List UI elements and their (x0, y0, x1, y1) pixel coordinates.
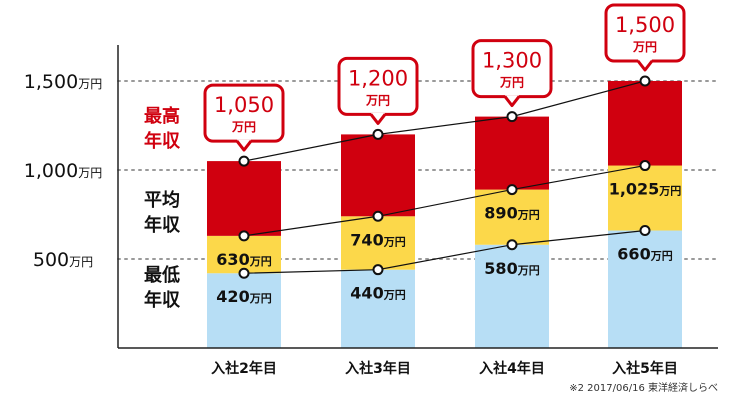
point-max (238, 155, 250, 167)
point-min (639, 225, 651, 237)
point-max (372, 128, 384, 140)
category-label: 入社3年目 (345, 360, 411, 377)
series-label-max: 最高 (144, 105, 180, 127)
data-label-max-unit: 万円 (365, 93, 390, 107)
bar-segment-avg (475, 189, 549, 245)
bar-segment-max (341, 134, 415, 217)
max-callout-tail-fill (638, 59, 652, 70)
data-label-avg: 630万円 (216, 250, 271, 269)
bar-segment-min (608, 230, 682, 348)
max-callout-tail (636, 60, 654, 72)
category-label: 入社4年目 (479, 360, 545, 377)
point-max (506, 111, 518, 123)
series-label-min: 最低 (144, 264, 180, 286)
point-avg (372, 210, 384, 222)
bar-segment-min (207, 273, 281, 348)
data-label-max: 1,200 (348, 66, 408, 90)
category-label: 入社2年目 (211, 360, 277, 377)
point-min (506, 239, 518, 251)
data-label-max: 1,050 (214, 93, 274, 117)
point-avg (639, 160, 651, 172)
max-callout-tail (369, 113, 387, 125)
data-label-max-unit: 万円 (499, 76, 524, 90)
point-avg (506, 184, 518, 196)
bar-segment-max (475, 116, 549, 190)
series-label-min: 年収 (144, 289, 181, 311)
series-line-avg (243, 164, 646, 237)
category-label: 入社5年目 (612, 360, 678, 377)
y-tick-label: 1,000万円 (24, 160, 102, 182)
data-label-min: 660万円 (617, 245, 672, 264)
data-label-max-unit: 万円 (632, 40, 657, 54)
data-label-avg: 740万円 (350, 230, 405, 249)
point-max (639, 75, 651, 87)
data-label-min: 440万円 (350, 284, 405, 303)
series-label-max: 年収 (144, 130, 181, 152)
bar-segment-avg (341, 216, 415, 270)
y-tick-label: 500万円 (33, 249, 93, 271)
data-label-max: 1,500 (615, 13, 675, 37)
data-label-avg: 890万円 (484, 204, 539, 223)
max-callout-tail-fill (371, 112, 385, 124)
max-callout-tail-fill (237, 139, 251, 151)
bar-segment-avg (608, 165, 682, 231)
bar-segment-max (608, 81, 682, 166)
y-tick-label: 1,500万円 (24, 71, 102, 93)
max-callout-tail-fill (505, 95, 519, 106)
point-min (372, 264, 384, 276)
bar-segment-min (341, 269, 415, 348)
data-label-max: 1,300 (482, 49, 542, 73)
max-callout-tail (235, 140, 253, 152)
point-min (238, 267, 250, 279)
series-line-max (243, 80, 646, 162)
series-label-avg: 年収 (144, 214, 181, 236)
data-label-avg: 1,025万円 (609, 180, 682, 199)
bar-segment-avg (207, 235, 281, 274)
source-footnote: ※2 2017/06/16 東洋経済しらべ (569, 381, 718, 394)
data-label-min: 580万円 (484, 259, 539, 278)
bar-segment-min (475, 244, 549, 348)
max-callout-tail (503, 95, 521, 108)
data-label-min: 420万円 (216, 287, 271, 306)
bar-segment-max (207, 161, 281, 236)
point-avg (238, 230, 250, 242)
data-label-max-unit: 万円 (231, 120, 256, 134)
series-label-avg: 平均 (144, 189, 180, 211)
series-line-min (243, 229, 646, 274)
